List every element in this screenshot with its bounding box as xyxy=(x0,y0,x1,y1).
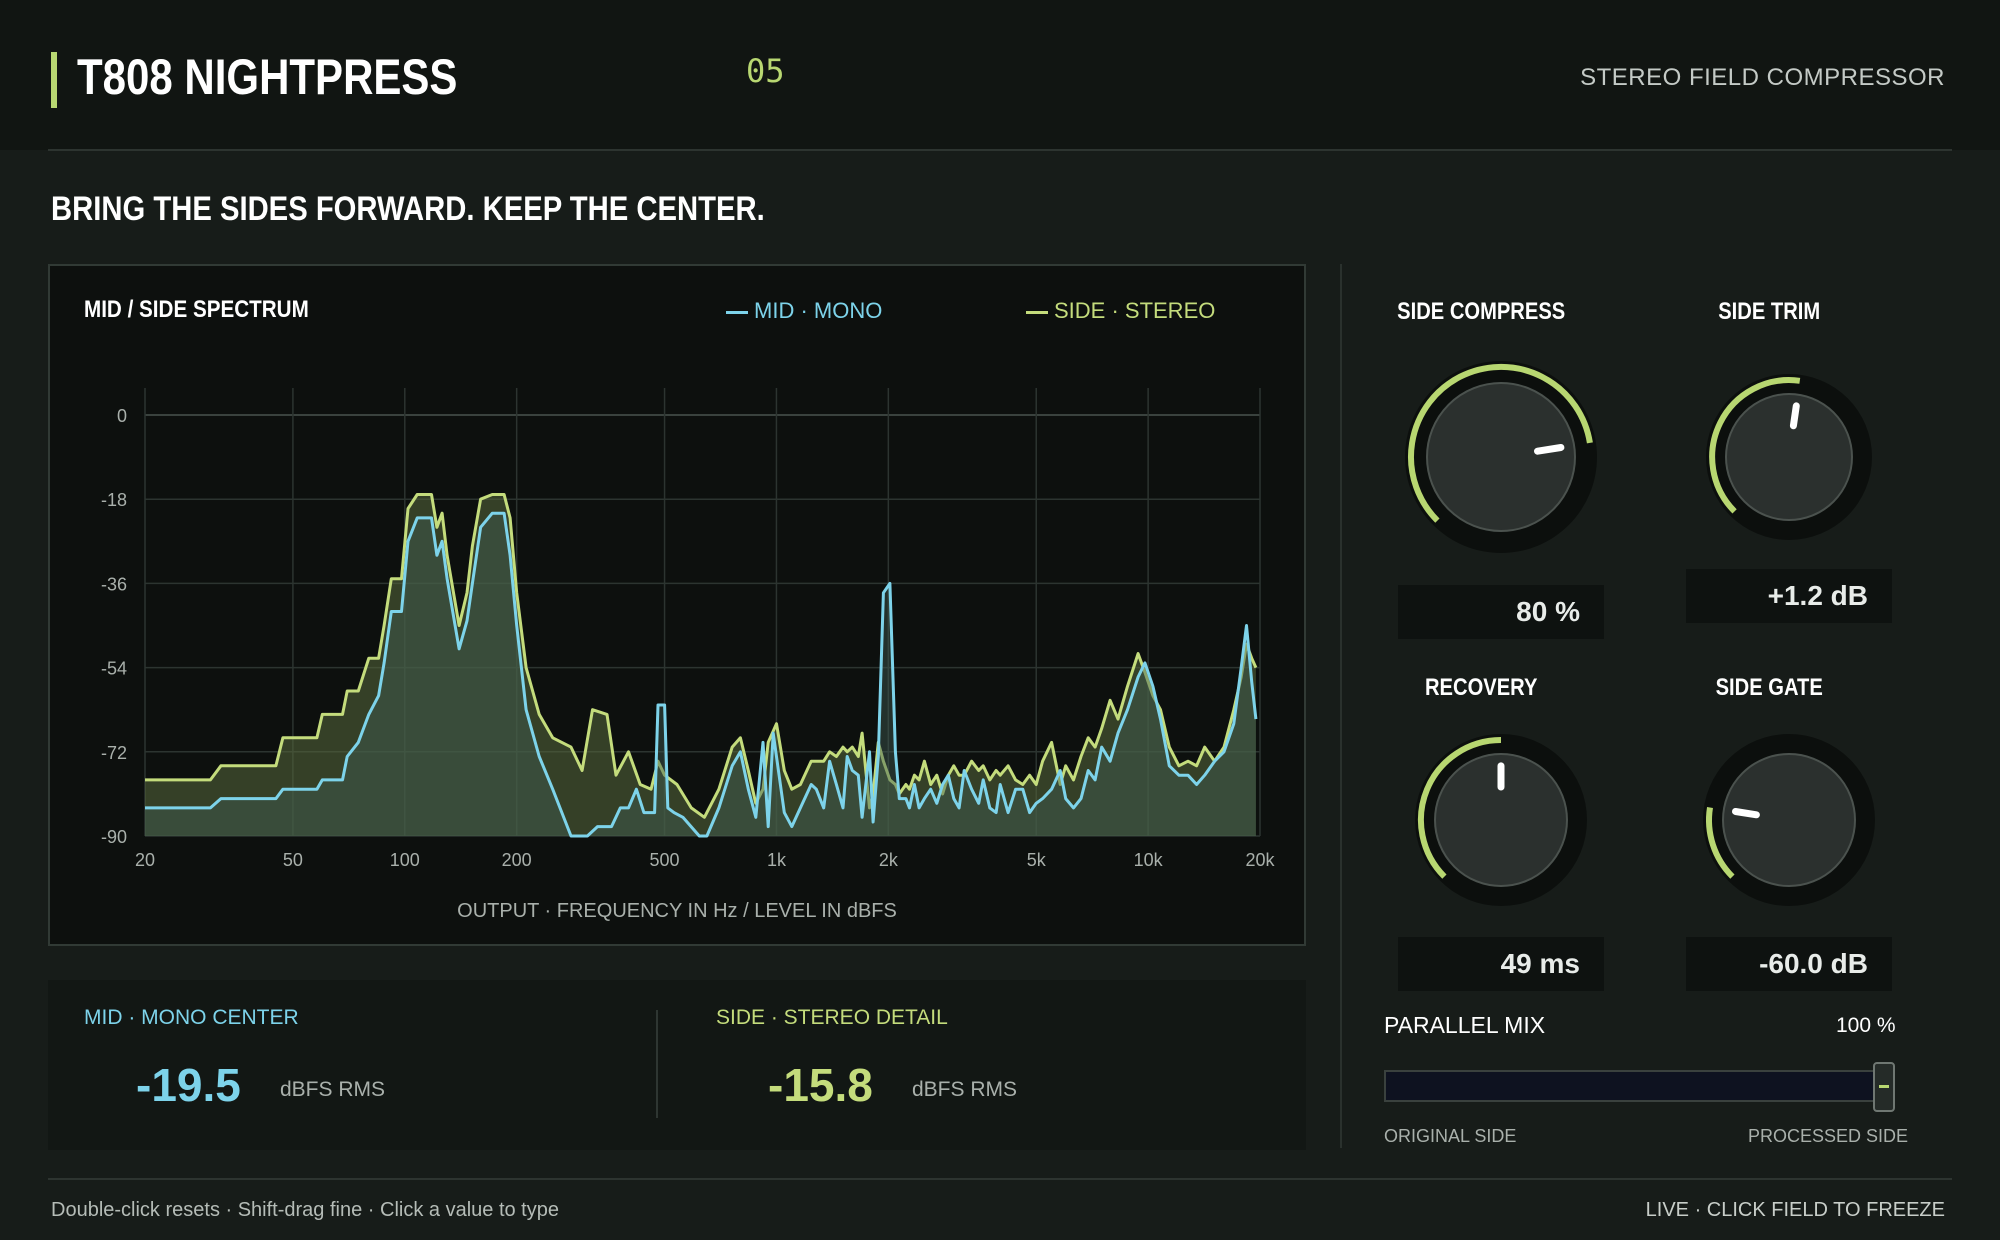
side-gate-knob[interactable] xyxy=(1703,734,1875,906)
y-tick-label: 0 xyxy=(117,406,127,426)
side-trim-label: SIDE TRIM xyxy=(1718,298,1821,325)
x-tick-label: 200 xyxy=(502,850,532,870)
app-subtitle: STEREO FIELD COMPRESSOR xyxy=(1580,64,1945,91)
knob-value-arc xyxy=(1408,363,1593,523)
footer-divider xyxy=(48,1178,1952,1180)
legend-side-swatch xyxy=(1026,310,1048,314)
x-tick-label: 20k xyxy=(1245,850,1275,870)
y-tick-label: -36 xyxy=(101,574,127,594)
legend-mid: MID · MONO xyxy=(726,298,882,324)
recovery-label: RECOVERY xyxy=(1424,674,1538,701)
x-tick-label: 100 xyxy=(390,850,420,870)
side-readout-value: -15.8 xyxy=(768,1059,873,1111)
knob-body xyxy=(1725,393,1853,521)
header-divider xyxy=(48,149,1952,151)
y-tick-label: -90 xyxy=(101,827,127,847)
chart-grid xyxy=(144,388,1261,837)
mix-left-label: ORIGINAL SIDE xyxy=(1384,1126,1517,1146)
parallel-mix-slider-track[interactable] xyxy=(1384,1070,1884,1102)
axis-caption: OUTPUT · FREQUENCY IN Hz / LEVEL IN dBFS xyxy=(457,900,897,922)
footer-status[interactable]: LIVE · CLICK FIELD TO FREEZE xyxy=(1645,1199,1945,1221)
side-compress-label: SIDE COMPRESS xyxy=(1397,298,1566,325)
x-tick-label: 50 xyxy=(283,850,303,870)
side-trim-knob[interactable] xyxy=(1706,374,1872,540)
knob-value-arc xyxy=(1706,807,1735,879)
mix-right-label: PROCESSED SIDE xyxy=(1747,1126,1908,1146)
knob-pointer xyxy=(1732,808,1760,819)
side-series-line xyxy=(145,493,1258,819)
side-readout-unit: dBFS RMS xyxy=(912,1078,1018,1101)
x-tick-label: 500 xyxy=(650,850,680,870)
mid-series-line xyxy=(145,511,1258,838)
title-accent-bar xyxy=(51,52,57,108)
recovery-value[interactable]: 49 ms xyxy=(1398,937,1604,991)
y-tick-label: -54 xyxy=(101,659,127,679)
mid-readout-unit: dBFS RMS xyxy=(280,1078,386,1101)
tagline: BRING THE SIDES FORWARD. KEEP THE CENTER… xyxy=(51,190,765,228)
x-tick-label: 20 xyxy=(135,850,155,870)
knob-value-arc xyxy=(1417,737,1502,879)
app-title: T808 NIGHTPRESS xyxy=(77,49,458,105)
knob-body xyxy=(1434,753,1568,887)
panel-divider xyxy=(1340,264,1342,1148)
x-tick-label: 5k xyxy=(1027,850,1047,870)
readout-panel xyxy=(48,980,1306,1150)
spectrum-title: MID / SIDE SPECTRUM xyxy=(84,296,309,323)
side-gate-label: SIDE GATE xyxy=(1715,674,1823,701)
mid-readout-value: -19.5 xyxy=(136,1059,241,1111)
legend-mid-label: MID · MONO xyxy=(754,298,883,323)
x-tick-label: 2k xyxy=(879,850,899,870)
side-trim-value[interactable]: +1.2 dB xyxy=(1686,569,1892,623)
parallel-mix-label: PARALLEL MIX xyxy=(1384,1012,1546,1038)
legend-mid-swatch xyxy=(726,310,748,314)
parallel-mix-value[interactable]: 100 % xyxy=(1836,1014,1896,1037)
header-bar xyxy=(0,0,2000,150)
mid-readout-label: MID · MONO CENTER xyxy=(84,1006,299,1029)
knob-body xyxy=(1722,753,1856,887)
side-compress-value[interactable]: 80 % xyxy=(1398,585,1604,639)
y-tick-label: -18 xyxy=(101,490,127,510)
knob-body xyxy=(1426,382,1576,532)
side-compress-knob[interactable] xyxy=(1405,361,1597,553)
preset-number[interactable]: 05 xyxy=(746,52,785,90)
knob-pointer xyxy=(1789,402,1800,430)
mid-area xyxy=(145,513,1256,836)
legend-side: SIDE · STEREO xyxy=(1026,298,1215,324)
chart-series xyxy=(145,493,1258,838)
side-gate-value[interactable]: -60.0 dB xyxy=(1686,937,1892,991)
readout-divider xyxy=(656,1010,658,1118)
x-tick-label: 1k xyxy=(767,850,787,870)
chart-ticks: 0 -18 -36 -54 -72 -90 20 50 100 200 500 1k 2k 5k 10k 20… xyxy=(101,406,1276,870)
knob-pointer xyxy=(1534,444,1565,455)
parallel-mix-slider-handle[interactable] xyxy=(1873,1062,1895,1112)
footer-hint: Double-click resets · Shift-drag fine · … xyxy=(51,1199,559,1221)
y-tick-label: -72 xyxy=(101,743,127,763)
side-readout-label: SIDE · STEREO DETAIL xyxy=(716,1006,948,1029)
legend-side-label: SIDE · STEREO xyxy=(1054,298,1216,323)
recovery-knob[interactable] xyxy=(1415,734,1587,906)
x-tick-label: 10k xyxy=(1134,850,1164,870)
side-area xyxy=(145,494,1256,836)
knob-value-arc xyxy=(1709,377,1801,514)
grip-icon xyxy=(1879,1085,1889,1088)
